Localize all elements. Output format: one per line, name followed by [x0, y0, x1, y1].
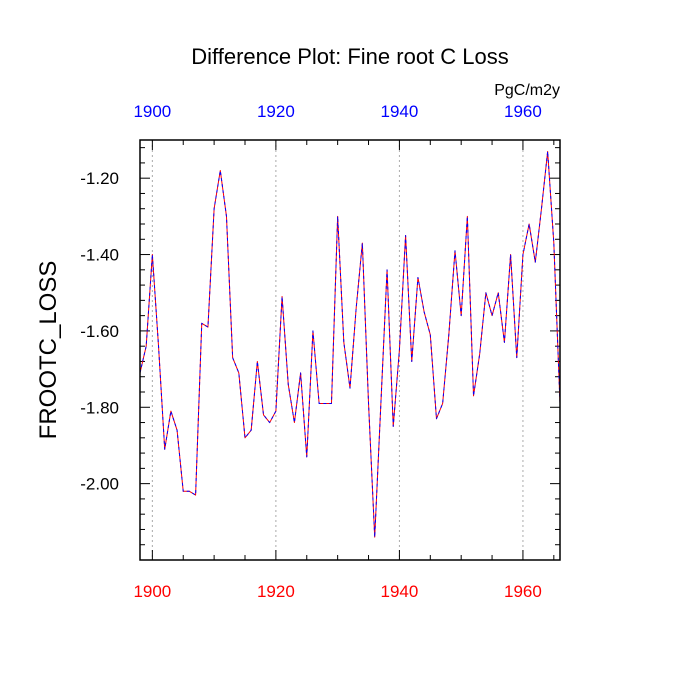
y-tick-label: -1.60 [80, 322, 119, 341]
y-axis-label: FROOTC_LOSS [35, 261, 62, 440]
grid-lines [151, 140, 524, 560]
x-tick-label-top: 1900 [133, 102, 171, 121]
x-tick-label-bottom: 1960 [504, 582, 542, 601]
tick-labels: 1900 1900 1920 1920 1940 1940 1960 1960 -2.00 -1.… [80, 102, 542, 601]
chart-title: Difference Plot: Fine root C Loss [191, 44, 509, 69]
x-tick-label-bottom: 1900 [133, 582, 171, 601]
y-tick-label: -1.80 [80, 398, 119, 417]
x-tick-label-bottom: 1940 [380, 582, 418, 601]
y-tick-label: -2.00 [80, 475, 119, 494]
y-tick-label: -1.40 [80, 246, 119, 265]
x-tick-label-top: 1960 [504, 102, 542, 121]
x-tick-label-top: 1940 [380, 102, 418, 121]
series-line-2 [139, 150, 561, 538]
series-line-1 [139, 150, 561, 538]
series-lines [139, 150, 561, 538]
y-tick-label: -1.20 [80, 169, 119, 188]
units-label: PgC/m2y [494, 82, 560, 99]
x-tick-label-bottom: 1920 [257, 582, 295, 601]
plot-frame [139, 139, 561, 561]
axis-ticks [140, 140, 560, 561]
x-tick-label-top: 1920 [257, 102, 295, 121]
